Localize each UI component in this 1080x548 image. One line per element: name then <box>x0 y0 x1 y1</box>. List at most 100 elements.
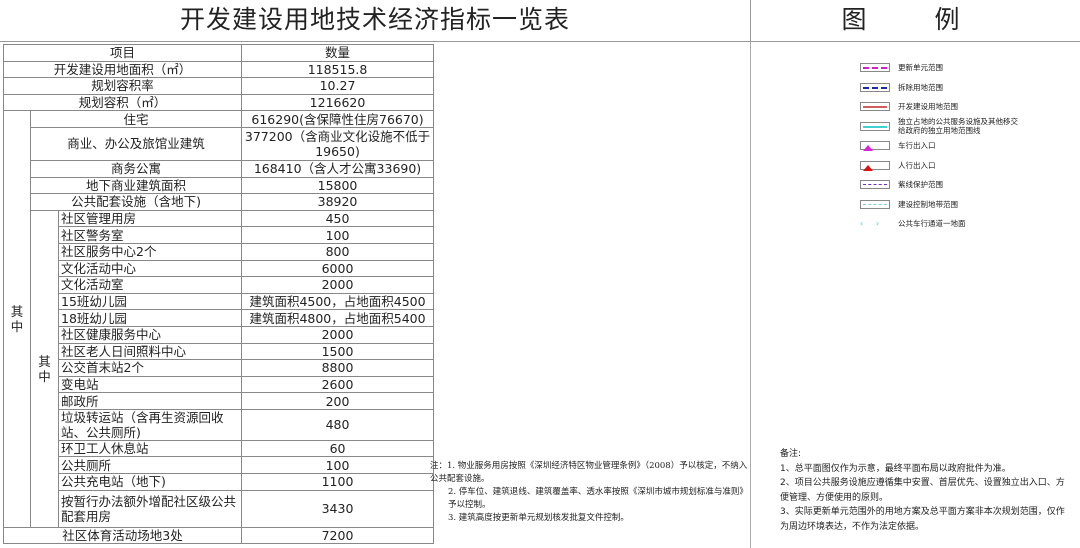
row-value: 100 <box>241 456 435 475</box>
table-row: 18班幼儿园 建筑面积4800，占地面积5400 <box>4 309 435 327</box>
double-arrow-icon: ‹ › <box>860 219 880 229</box>
table-notes: 注：1. 物业服务用房按照《深圳经济特区物业管理条例》（2008）予以核定，不纳… <box>430 460 750 525</box>
line-swatch-icon <box>860 121 890 131</box>
legend-item: ‹ › 公共车行通道一地面 <box>860 214 1070 234</box>
indicator-table: 项目 数量 开发建设用地面积（㎡） 118515.8 规划容积率 10.27 规划容积（㎡）… <box>2 44 435 545</box>
legend-item: 开发建设用地范围 <box>860 97 1070 117</box>
row-label: 公共配套设施（含地下) <box>29 193 243 211</box>
table-row: 按暂行办法额外增配社区级公共配套用房 3430 <box>4 489 435 528</box>
row-value: 38920 <box>241 193 435 211</box>
row-value: 2000 <box>241 276 435 294</box>
row-value: 100 <box>241 226 435 244</box>
table-row: 邮政所 200 <box>4 392 435 410</box>
row-value: 1216620 <box>241 93 435 112</box>
remarks-title: 备注: <box>780 449 802 459</box>
table-row: 开发建设用地面积（㎡） 118515.8 <box>2 60 435 79</box>
row-label: 住宅 <box>29 110 243 128</box>
row-label: 商业、办公及旅馆业建筑 <box>29 126 243 161</box>
row-label: 15班幼儿园 <box>57 292 243 311</box>
remark-3: 3、实际更新单元范围外的用地方案及总平面方案非本次规划范围，仅作为周边环境表达，… <box>780 507 1065 532</box>
table-row: 其中 社区管理用房 450 <box>4 209 435 528</box>
row-label: 社区服务中心2个 <box>57 242 243 261</box>
table-row: 公共配套设施（含地下) 38920 <box>4 193 435 211</box>
legend-item: 紫线保护范围 <box>860 175 1070 195</box>
note-3: 3. 建筑高度按更新单元规划核发批复文件控制。 <box>448 513 629 523</box>
row-label: 公交首末站2个 <box>57 359 243 377</box>
legend-label: 更新单元范围 <box>898 63 943 73</box>
legend-label: 拆除用地范围 <box>898 82 943 92</box>
row-label: 规划容积率 <box>2 77 243 95</box>
row-value: 2000 <box>241 325 435 344</box>
table-row: 环卫工人休息站 60 <box>4 439 435 458</box>
row-label: 公共充电站（地下) <box>57 473 243 491</box>
table-row: 公共厕所 100 <box>4 456 435 475</box>
line-swatch-icon <box>860 199 890 209</box>
table-row: 社区服务中心2个 800 <box>4 242 435 261</box>
row-label: 文化活动室 <box>57 276 243 294</box>
table-row: 文化活动室 2000 <box>4 276 435 294</box>
line-swatch-icon <box>860 180 890 190</box>
row-label: 变电站 <box>57 375 243 394</box>
row-label: 按暂行办法额外增配社区级公共配套用房 <box>57 489 243 528</box>
table-row: 文化活动中心 6000 <box>4 259 435 278</box>
remarks: 备注: 1、总平面图仅作为示意，最终平面布局以政府批件为准。 2、项目公共服务设… <box>780 447 1070 534</box>
table-row: 商务公寓 168410（含人才公寓33690) <box>4 159 435 178</box>
row-value: 2600 <box>241 375 435 394</box>
legend-item: 人行出入口 <box>860 156 1070 176</box>
table-row: 项目 数量 <box>2 44 435 62</box>
table-row: 规划容积（㎡） 1216620 <box>2 93 435 112</box>
legend-label: 公共车行通道一地面 <box>898 219 966 229</box>
row-value: 15800 <box>241 176 435 195</box>
legend-item: 更新单元范围 <box>860 58 1070 78</box>
divider <box>750 42 751 548</box>
row-label: 社区老人日间照料中心 <box>57 342 243 361</box>
row-value: 7200 <box>241 526 435 545</box>
row-label: 商务公寓 <box>29 159 243 178</box>
remark-1: 1、总平面图仅作为示意，最终平面布局以政府批件为准。 <box>780 463 1011 474</box>
legend-label: 建设控制地带范围 <box>898 199 958 209</box>
table-row: 商业、办公及旅馆业建筑 377200（含商业文化设施不低于19650) <box>4 126 435 161</box>
row-label: 18班幼儿园 <box>57 309 243 327</box>
legend-title: 图 例 <box>750 0 1080 42</box>
row-label: 社区管理用房 <box>57 209 243 228</box>
header-value: 数量 <box>241 44 435 62</box>
table-row: 其中 住宅 616290(含保障性住房76670) <box>3 110 435 528</box>
legend-label: 开发建设用地范围 <box>898 102 958 112</box>
line-swatch-icon <box>860 102 890 112</box>
row-value: 168410（含人才公寓33690) <box>241 159 435 178</box>
legend-item: 独立占地的公共服务设施及其他移交给政府的独立用地范围线 <box>860 117 1070 137</box>
row-label: 社区体育活动场地3处 <box>2 526 243 545</box>
row-label: 社区健康服务中心 <box>57 325 243 344</box>
row-label: 邮政所 <box>57 392 243 410</box>
row-label: 社区警务室 <box>57 226 243 244</box>
legend-item: 车行出入口 <box>860 136 1070 156</box>
sub-group-label: 其中 <box>30 209 59 528</box>
remark-2: 2、项目公共服务设施应遵循集中安置、首层优先、设置独立出入口、方便管理、方便使用… <box>780 478 1065 503</box>
line-swatch-icon <box>860 82 890 92</box>
row-value: 10.27 <box>241 77 435 95</box>
table-row: 社区警务室 100 <box>4 226 435 244</box>
table-row: 公共充电站（地下) 1100 <box>4 473 435 491</box>
row-label: 文化活动中心 <box>57 259 243 278</box>
row-value: 建筑面积4800，占地面积5400 <box>241 309 435 327</box>
header-item: 项目 <box>2 44 243 62</box>
table-row: 规划容积率 10.27 <box>2 77 435 95</box>
row-label: 垃圾转运站（含再生资源回收站、公共厕所) <box>57 408 243 441</box>
legend-label: 紫线保护范围 <box>898 180 943 190</box>
row-value: 8800 <box>241 359 435 377</box>
table-row: 15班幼儿园 建筑面积4500，占地面积4500 <box>4 292 435 311</box>
triangle-icon <box>860 141 890 152</box>
legend-item: 拆除用地范围 <box>860 78 1070 98</box>
row-label: 公共厕所 <box>57 456 243 475</box>
row-value: 6000 <box>241 259 435 278</box>
row-value: 建筑面积4500，占地面积4500 <box>241 292 435 311</box>
row-value: 616290(含保障性住房76670) <box>241 110 435 128</box>
note-1: 注：1. 物业服务用房按照《深圳经济特区物业管理条例》（2008）予以核定，不纳… <box>430 461 748 484</box>
legend-label: 车行出入口 <box>898 141 936 151</box>
row-value: 60 <box>241 439 435 458</box>
row-value: 118515.8 <box>241 60 435 79</box>
table-row: 地下商业建筑面积 15800 <box>4 176 435 195</box>
table-row: 社区健康服务中心 2000 <box>4 325 435 344</box>
legend-item: 建设控制地带范围 <box>860 195 1070 215</box>
line-swatch-icon <box>860 63 890 73</box>
